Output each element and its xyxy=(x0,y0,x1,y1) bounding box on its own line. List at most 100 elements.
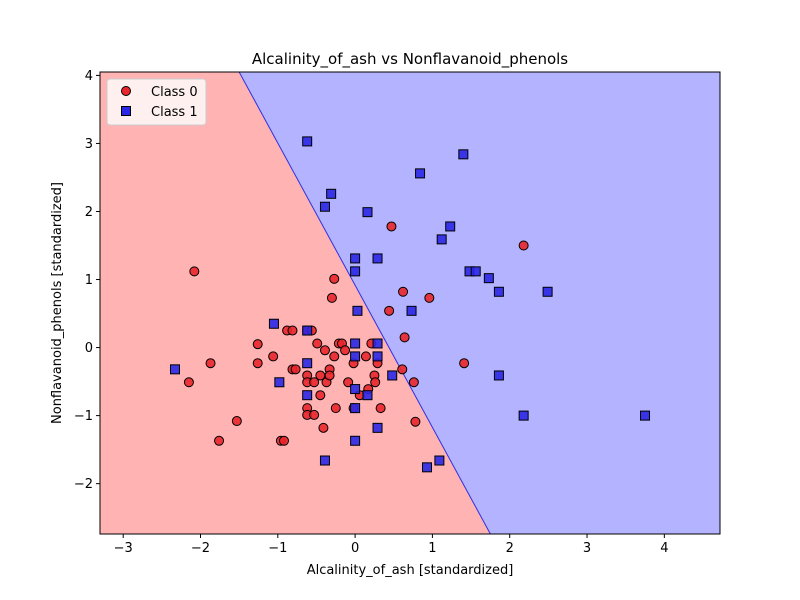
class-0-point xyxy=(309,409,320,420)
class-1-point xyxy=(542,286,553,297)
class-0-point xyxy=(309,377,320,388)
class-0-point xyxy=(397,364,408,375)
x-tick-label: 0 xyxy=(351,541,359,556)
class-0-point xyxy=(287,325,298,336)
class-0-point xyxy=(375,403,386,414)
y-tick-label: −2 xyxy=(74,477,93,492)
class-0-point xyxy=(329,273,340,284)
class-1-point xyxy=(350,266,361,277)
class-0-point xyxy=(518,240,529,251)
class-0-point xyxy=(340,345,351,356)
class-1-point xyxy=(362,207,373,218)
class-0-point xyxy=(252,358,263,369)
legend-box xyxy=(106,78,207,126)
class-0-point xyxy=(312,338,323,349)
region-class-1 xyxy=(239,72,720,534)
y-axis-ticks: −2 −1 0 1 2 3 4 xyxy=(74,69,100,492)
data-points xyxy=(169,136,651,473)
class-0-point xyxy=(326,292,337,303)
class-1-point xyxy=(268,318,279,329)
class-1-point xyxy=(406,305,417,316)
class-1-point xyxy=(387,370,398,381)
x-axis-label: Alcalinity_of_ash [standardized] xyxy=(307,563,514,578)
class-1-point xyxy=(434,455,445,466)
class-1-point xyxy=(483,273,494,284)
class-0-point xyxy=(399,332,410,343)
class-0-point xyxy=(214,435,225,446)
class-0-point xyxy=(386,221,397,232)
class-1-point xyxy=(302,136,313,147)
x-tick-label: 4 xyxy=(660,541,668,556)
class-1-point xyxy=(302,390,313,401)
class-1-point xyxy=(458,149,469,160)
class-1-point xyxy=(352,305,363,316)
class-0-point xyxy=(360,351,371,362)
class-1-point xyxy=(350,403,361,414)
class-0-point xyxy=(329,351,340,362)
class-0-point xyxy=(231,416,242,427)
class-1-point xyxy=(350,351,361,362)
class-0-point xyxy=(205,358,216,369)
x-tick-label: 3 xyxy=(583,541,591,556)
class-1-point xyxy=(372,351,383,362)
class-0-point xyxy=(370,377,381,388)
x-tick-label: −1 xyxy=(268,541,287,556)
class-0-point xyxy=(424,292,435,303)
class-0-point xyxy=(278,435,289,446)
plot-frame xyxy=(99,71,721,535)
class-1-point xyxy=(470,266,481,277)
class-1-point xyxy=(422,462,433,473)
x-tick-label: −2 xyxy=(191,541,210,556)
class-1-point xyxy=(372,422,383,433)
class-0-point xyxy=(268,351,279,362)
x-axis-ticks: −3 −2 −1 0 1 2 3 4 xyxy=(114,534,668,556)
class-1-point xyxy=(319,455,330,466)
class-1-point xyxy=(274,377,285,388)
x-tick-label: −3 xyxy=(114,541,133,556)
class-1-point xyxy=(445,221,456,232)
y-tick-label: 1 xyxy=(85,273,93,288)
class-1-point xyxy=(169,364,180,375)
class-1-point xyxy=(302,325,313,336)
y-tick-label: −1 xyxy=(74,409,93,424)
class-1-point xyxy=(302,358,313,369)
y-tick-label: 4 xyxy=(85,69,93,84)
class-1-point xyxy=(640,410,651,421)
y-axis-label: Nonflavanoid_phenols [standardized] xyxy=(50,182,65,424)
class-1-point xyxy=(415,168,426,179)
legend: Class 0 Class 1 xyxy=(106,78,207,126)
class-0-point xyxy=(183,377,194,388)
class-1-point xyxy=(436,234,447,245)
class-0-point xyxy=(410,416,421,427)
class-0-point xyxy=(252,339,263,350)
class-0-point xyxy=(398,286,409,297)
class-1-point xyxy=(350,253,361,264)
class-1-point xyxy=(326,188,337,199)
chart-title: Alcalinity_of_ash vs Nonflavanoid_phenol… xyxy=(252,50,568,69)
class-1-point xyxy=(493,370,504,381)
class-0-point xyxy=(318,422,329,433)
class-0-point xyxy=(324,370,335,381)
y-tick-label: 0 xyxy=(85,341,93,356)
class-0-point xyxy=(319,345,330,356)
class-1-point xyxy=(493,286,504,297)
class-1-point xyxy=(350,435,361,446)
decision-boundary-line xyxy=(238,72,491,534)
x-tick-label: 2 xyxy=(506,541,514,556)
class-0-point xyxy=(290,364,301,375)
legend-marker-class-1 xyxy=(121,106,131,116)
region-class-0 xyxy=(100,72,491,534)
class-0-point xyxy=(408,377,419,388)
class-1-point xyxy=(372,253,383,264)
class-1-point xyxy=(350,384,361,395)
class-0-point xyxy=(459,358,470,369)
class-0-point xyxy=(189,266,200,277)
class-1-point xyxy=(319,201,330,212)
y-tick-label: 2 xyxy=(85,205,93,220)
class-1-point xyxy=(372,338,383,349)
class-0-point xyxy=(330,403,341,414)
legend-label-class-0: Class 0 xyxy=(151,85,198,100)
class-1-point xyxy=(518,410,529,421)
x-tick-label: 1 xyxy=(428,541,436,556)
